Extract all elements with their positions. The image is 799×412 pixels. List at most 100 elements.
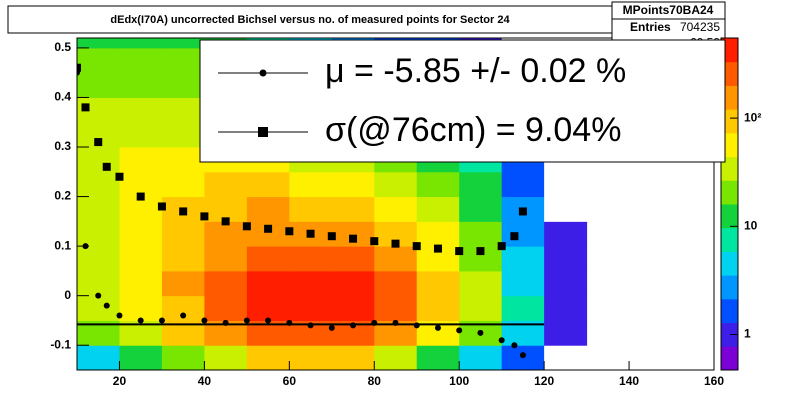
cell: [161, 270, 205, 297]
cell: [246, 171, 290, 198]
cell: [501, 171, 545, 198]
cell: [77, 72, 120, 98]
cell: [416, 295, 460, 321]
y-tick-label: 0: [64, 288, 71, 302]
point: [511, 342, 518, 349]
legend-label: μ = -5.85 +/- 0.02 %: [325, 52, 626, 90]
cell: [459, 196, 503, 222]
cell: [501, 246, 545, 272]
cell: [119, 38, 163, 49]
point: [456, 327, 463, 334]
cell: [331, 295, 375, 321]
color-step: [721, 156, 738, 181]
x-tick-label: 60: [283, 374, 297, 388]
color-step: [721, 204, 738, 229]
cell: [416, 221, 460, 247]
cell: [119, 72, 163, 98]
point: [285, 227, 294, 236]
point: [179, 207, 188, 216]
cell: [331, 196, 375, 222]
legend-marker: [258, 127, 268, 137]
cell: [161, 72, 205, 98]
cell: [119, 147, 163, 173]
cell: [119, 270, 163, 297]
point: [201, 317, 208, 324]
cell: [77, 246, 120, 272]
y-tick-label: -0.1: [50, 337, 71, 351]
x-tick-label: 40: [198, 374, 212, 388]
cell: [459, 171, 503, 198]
cell: [289, 270, 333, 297]
cell: [77, 147, 120, 173]
point: [434, 324, 441, 331]
cell: [501, 221, 545, 247]
x-tick-label: 120: [534, 374, 554, 388]
cell: [204, 221, 248, 247]
z-tick-label: 10²: [744, 110, 761, 124]
cell: [289, 345, 333, 370]
y-tick-label: 0.2: [54, 189, 71, 203]
cell: [544, 270, 588, 297]
cell: [119, 345, 163, 370]
point: [519, 352, 526, 359]
z-tick-label: 10: [744, 218, 758, 232]
cell: [544, 171, 588, 198]
point: [158, 317, 165, 324]
cell: [459, 345, 503, 370]
point: [137, 317, 144, 324]
point: [306, 229, 315, 238]
point: [102, 162, 111, 171]
stats-title: MPoints70BA24: [623, 3, 714, 17]
cell: [544, 345, 588, 370]
cell: [77, 47, 120, 74]
point: [243, 317, 250, 324]
y-tick-label: 0.3: [54, 139, 71, 153]
cell: [77, 221, 120, 247]
cell: [289, 171, 333, 198]
cell: [331, 345, 375, 370]
point: [518, 207, 527, 216]
cell: [459, 295, 503, 321]
color-bar: 1 10 10²: [720, 37, 761, 371]
point: [94, 138, 103, 147]
point: [264, 224, 273, 233]
overlay: [77, 63, 545, 359]
chart-title: dEdx(I70A) uncorrected Bichsel versus no…: [110, 14, 510, 26]
cell: [246, 246, 290, 272]
cell: [161, 47, 205, 74]
cell: [77, 38, 120, 49]
x-tick-label: 100: [449, 374, 469, 388]
cell: [161, 171, 205, 198]
color-step: [721, 227, 738, 252]
point: [136, 192, 145, 201]
cell: [77, 196, 120, 222]
cell: [119, 196, 163, 222]
cell: [246, 345, 290, 370]
cell: [289, 246, 333, 272]
cell: [544, 221, 588, 247]
cell: [331, 246, 375, 272]
color-bar-frame: [720, 37, 739, 371]
cell: [501, 295, 545, 321]
point: [433, 244, 442, 253]
point: [391, 239, 400, 248]
point: [116, 312, 123, 319]
point: [327, 232, 336, 241]
cell: [161, 345, 205, 370]
cell: [119, 97, 163, 123]
point: [200, 212, 209, 221]
point: [412, 242, 421, 251]
cell: [77, 270, 120, 297]
cell: [374, 270, 418, 297]
cell: [416, 171, 460, 198]
y-tick-label: 0.4: [54, 90, 71, 104]
cell: [544, 295, 588, 321]
cell: [416, 345, 460, 370]
point: [510, 232, 519, 241]
point: [103, 302, 110, 309]
frame: [76, 37, 715, 371]
cell: [161, 38, 205, 49]
cell: [374, 171, 418, 198]
z-tick-label: 1: [744, 327, 751, 341]
